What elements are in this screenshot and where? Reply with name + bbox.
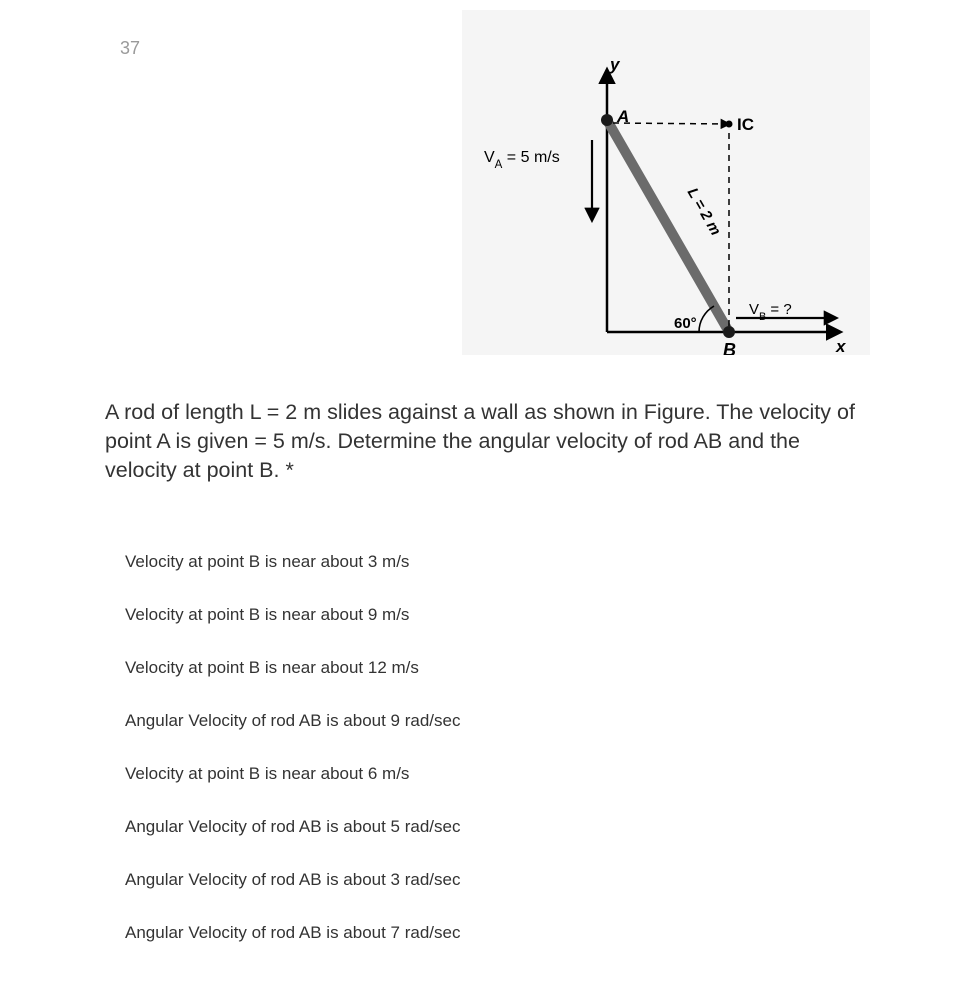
- options-list: Velocity at point B is near about 3 m/s V…: [125, 552, 863, 976]
- option-4[interactable]: Velocity at point B is near about 6 m/s: [125, 764, 863, 784]
- svg-text:L = 2 m: L = 2 m: [684, 185, 725, 238]
- svg-text:x: x: [835, 337, 847, 355]
- option-5[interactable]: Angular Velocity of rod AB is about 5 ra…: [125, 817, 863, 837]
- question-page: 37 yxABICVA = 5 m/sVB = ?L = 2 m60° A ro…: [0, 0, 963, 983]
- option-2[interactable]: Velocity at point B is near about 12 m/s: [125, 658, 863, 678]
- question-text: A rod of length L = 2 m slides against a…: [105, 398, 863, 485]
- figure-container: y x A B IC VA = 5 m/s VB = ? L = 2 m 60°: [462, 10, 870, 355]
- option-0[interactable]: Velocity at point B is near about 3 m/s: [125, 552, 863, 572]
- svg-text:VB = ?: VB = ?: [749, 301, 792, 323]
- rod-diagram: y x A B IC VA = 5 m/s VB = ? L = 2 m 60°: [462, 10, 870, 355]
- svg-text:A: A: [616, 107, 629, 126]
- option-7[interactable]: Angular Velocity of rod AB is about 7 ra…: [125, 923, 863, 943]
- option-6[interactable]: Angular Velocity of rod AB is about 3 ra…: [125, 870, 863, 890]
- svg-text:B: B: [723, 340, 736, 355]
- svg-text:IC: IC: [737, 115, 754, 134]
- svg-text:60°: 60°: [674, 315, 697, 332]
- svg-text:VA = 5 m/s: VA = 5 m/s: [484, 149, 560, 171]
- svg-text:y: y: [609, 55, 621, 74]
- option-3[interactable]: Angular Velocity of rod AB is about 9 ra…: [125, 711, 863, 731]
- option-1[interactable]: Velocity at point B is near about 9 m/s: [125, 605, 863, 625]
